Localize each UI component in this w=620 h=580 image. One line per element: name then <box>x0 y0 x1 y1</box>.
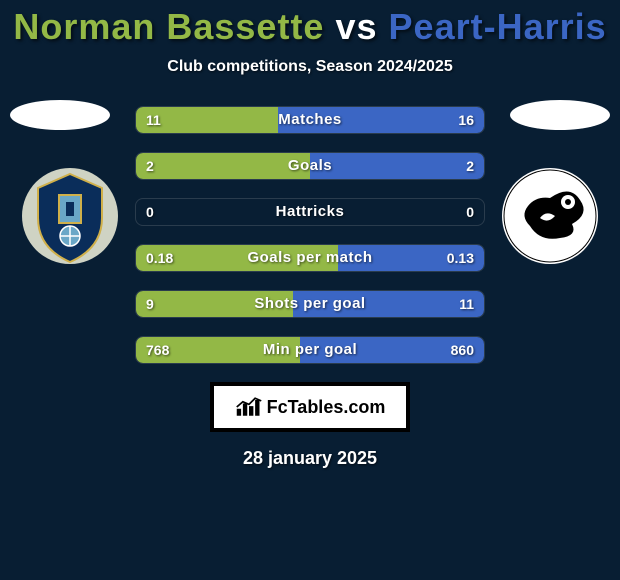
left-club-badge <box>20 166 120 266</box>
swansea-badge-icon <box>500 166 600 266</box>
date-text: 28 january 2025 <box>0 448 620 469</box>
stat-row: 0.180.13Goals per match <box>135 244 485 272</box>
stat-label: Hattricks <box>136 199 484 225</box>
stat-row: 1116Matches <box>135 106 485 134</box>
vs-text: vs <box>335 6 377 47</box>
stat-label: Goals per match <box>136 245 484 271</box>
player1-name: Norman Bassette <box>13 6 324 47</box>
chart-icon <box>235 396 263 418</box>
stat-row: 768860Min per goal <box>135 336 485 364</box>
stat-bars: 1116Matches 22Goals 00Hattricks 0.180.13Goa… <box>135 106 485 364</box>
stat-label: Shots per goal <box>136 291 484 317</box>
stat-label: Goals <box>136 153 484 179</box>
coventry-badge-icon <box>20 166 120 266</box>
brand-badge: FcTables.com <box>210 382 410 432</box>
stat-label: Matches <box>136 107 484 133</box>
stat-label: Min per goal <box>136 337 484 363</box>
main-chart-area: 1116Matches 22Goals 00Hattricks 0.180.13Goa… <box>0 106 620 364</box>
brand-text: FcTables.com <box>267 397 386 418</box>
left-ellipse <box>10 100 110 130</box>
stat-row: 22Goals <box>135 152 485 180</box>
player2-name: Peart-Harris <box>389 6 607 47</box>
stat-row: 00Hattricks <box>135 198 485 226</box>
right-ellipse <box>510 100 610 130</box>
stat-row: 911Shots per goal <box>135 290 485 318</box>
right-club-badge <box>500 166 600 266</box>
comparison-title: Norman Bassette vs Peart-Harris <box>0 0 620 48</box>
subtitle: Club competitions, Season 2024/2025 <box>0 58 620 76</box>
